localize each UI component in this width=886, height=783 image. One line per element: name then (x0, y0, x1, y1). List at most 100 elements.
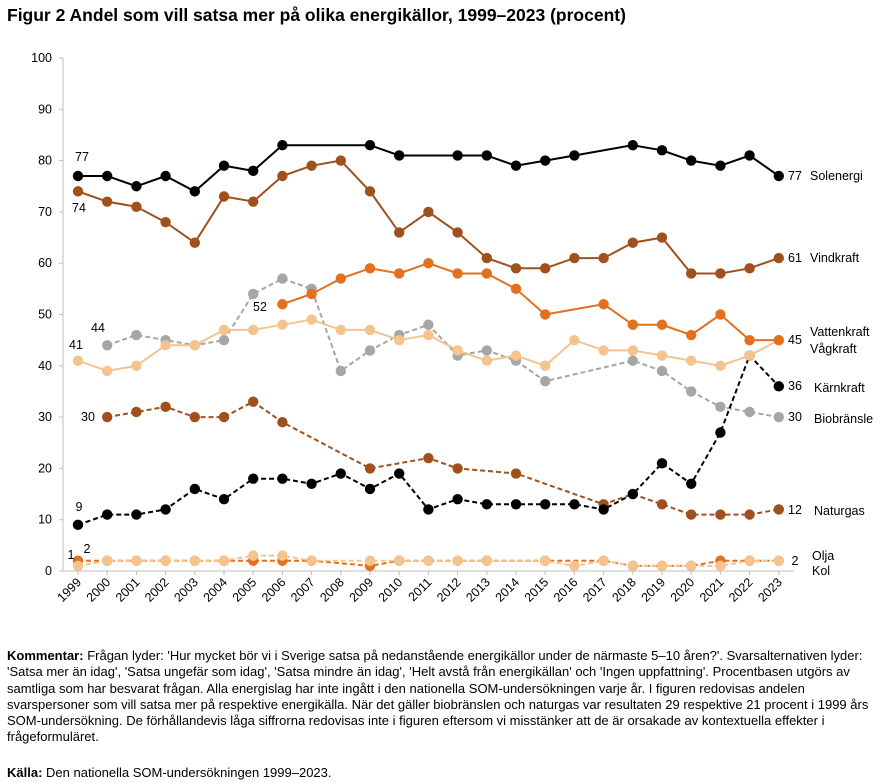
data-point (656, 350, 668, 361)
data-point (510, 263, 522, 274)
y-tick-label: 80 (38, 154, 52, 168)
data-point (510, 283, 522, 295)
data-point (540, 263, 551, 274)
comment-label: Kommentar: (7, 648, 84, 663)
data-point (686, 355, 697, 366)
data-point (102, 170, 113, 182)
series-name-label: Kol (812, 564, 830, 578)
data-point (189, 237, 200, 248)
data-point (627, 355, 638, 366)
data-point (102, 509, 113, 520)
data-point (715, 309, 726, 320)
data-point (102, 555, 113, 566)
data-point (715, 401, 726, 413)
data-point (277, 417, 288, 428)
series-name-label: Solenergi (810, 169, 863, 183)
data-point (656, 365, 668, 377)
data-point (72, 560, 84, 572)
data-point (394, 334, 405, 346)
data-point (218, 493, 230, 505)
series-line (107, 400, 779, 516)
y-tick-label: 30 (38, 410, 52, 424)
data-point (277, 170, 288, 182)
data-point (248, 196, 259, 207)
data-point (773, 504, 784, 515)
data-point (277, 299, 288, 310)
data-point (160, 216, 171, 228)
data-point (773, 170, 784, 182)
data-point (715, 268, 726, 279)
data-point (364, 463, 376, 474)
data-point (364, 483, 376, 495)
data-point (598, 555, 609, 566)
data-point (481, 355, 492, 366)
series-line (77, 554, 779, 567)
data-point (481, 345, 492, 356)
data-point (598, 504, 609, 515)
y-tick-label: 10 (38, 513, 52, 527)
data-point (540, 555, 551, 566)
data-point (686, 560, 697, 572)
end-value-label: 45 (788, 333, 802, 347)
x-tick-label: 2008 (317, 575, 347, 605)
source-text: Den nationella SOM-undersökningen 1999–2… (42, 765, 332, 780)
data-point (773, 411, 784, 423)
data-point (686, 386, 697, 397)
data-point (277, 473, 288, 484)
series-name-label: Kärnkraft (814, 381, 865, 395)
data-point (394, 268, 405, 279)
data-point (773, 334, 784, 346)
data-point (686, 155, 697, 166)
y-tick-label: 60 (38, 256, 52, 270)
y-tick-label: 70 (38, 205, 52, 219)
data-point (394, 555, 405, 566)
data-point (452, 150, 463, 161)
data-point (364, 186, 376, 197)
data-point (335, 365, 346, 377)
data-point (715, 427, 726, 438)
data-point (656, 145, 668, 156)
data-point (744, 509, 755, 520)
y-tick-label: 100 (31, 51, 52, 65)
data-point (686, 329, 697, 341)
data-point (131, 555, 142, 566)
end-value-label: 12 (788, 503, 802, 517)
x-tick-label: 2014 (493, 575, 523, 605)
x-tick-label: 2017 (580, 575, 610, 605)
figure-comment: Kommentar: Frågan lyder: 'Hur mycket bör… (7, 648, 879, 746)
data-point (248, 550, 259, 561)
data-point (277, 140, 288, 151)
x-tick-label: 2005 (230, 575, 260, 605)
data-point (569, 334, 580, 346)
x-tick-label: 2004 (201, 575, 231, 605)
data-point (569, 560, 580, 572)
data-point (102, 340, 113, 351)
x-tick-label: 2011 (406, 575, 435, 604)
x-tick-label: 2015 (522, 575, 552, 605)
data-point (598, 252, 609, 264)
series-name-label: Vågkraft (810, 342, 857, 356)
data-point (189, 340, 200, 351)
data-point (423, 206, 434, 218)
data-point (277, 319, 288, 330)
data-point (277, 550, 288, 561)
x-tick-label: 2006 (259, 575, 289, 605)
data-point (218, 324, 230, 336)
data-point (102, 196, 113, 207)
start-value-label: 44 (91, 321, 105, 335)
data-point (306, 288, 317, 300)
data-point (131, 360, 142, 371)
y-tick-label: 40 (38, 359, 52, 373)
data-point (248, 288, 259, 300)
data-point (277, 273, 288, 284)
data-point (72, 355, 84, 366)
data-point (744, 406, 755, 418)
x-tick-label: 2002 (142, 575, 172, 605)
data-point (656, 499, 668, 510)
data-point (306, 160, 317, 171)
data-point (481, 268, 492, 279)
data-point (131, 201, 142, 212)
data-point (773, 555, 784, 566)
series-name-label: Vindkraft (810, 251, 860, 265)
data-point (248, 473, 259, 484)
